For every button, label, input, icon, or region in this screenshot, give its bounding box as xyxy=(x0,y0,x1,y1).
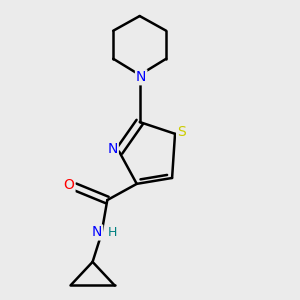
Text: N: N xyxy=(136,70,146,84)
Text: N: N xyxy=(107,142,118,156)
Text: H: H xyxy=(108,226,117,239)
Text: N: N xyxy=(92,225,102,239)
Text: O: O xyxy=(64,178,74,192)
Text: S: S xyxy=(177,125,186,139)
